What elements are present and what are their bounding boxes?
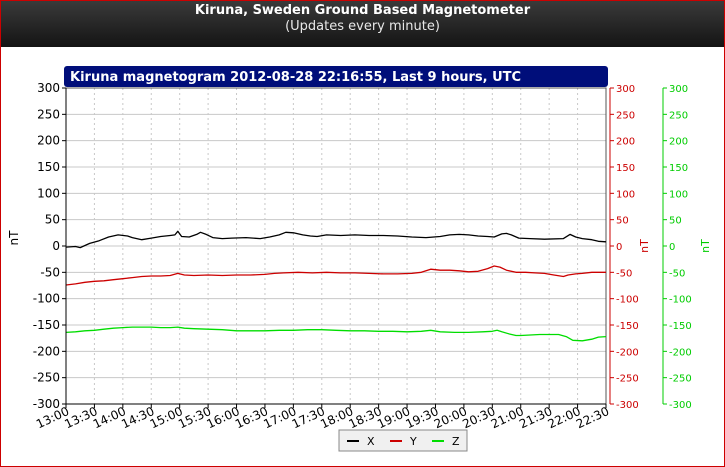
y-tick-label-left: 200 <box>37 134 60 148</box>
y-axis-label-right-red: nT <box>638 239 651 253</box>
series-line-y <box>65 265 606 286</box>
y-tick-label-left: 0 <box>52 239 60 253</box>
y-tick-label-right: -150 <box>669 321 692 332</box>
y-tick-label-right: -200 <box>669 347 692 358</box>
grid-lines <box>65 87 607 405</box>
y-tick-label-left: -50 <box>40 265 60 279</box>
legend-label-y: Y <box>409 435 417 448</box>
y-tick-label-right: 50 <box>616 216 629 227</box>
y-tick-label-right: 300 <box>669 84 688 95</box>
y-tick-label-left: -250 <box>33 371 60 385</box>
y-tick-label-right: -200 <box>616 347 639 358</box>
legend-label-z: Z <box>452 435 460 448</box>
page-header: Kiruna, Sweden Ground Based Magnetometer… <box>1 1 724 47</box>
y-tick-label-left: -100 <box>33 292 60 306</box>
y-tick-label-right: -50 <box>669 268 685 279</box>
y-tick-label-right: -50 <box>616 268 632 279</box>
y-tick-label-left: 100 <box>37 186 60 200</box>
y-tick-label-right: 0 <box>669 242 675 253</box>
y-tick-label-left: 150 <box>37 160 60 174</box>
y-tick-label-left: -150 <box>33 318 60 332</box>
y-tick-label-right: 250 <box>616 110 635 121</box>
y-axis-right-red: 300 250 200 150 100 50 0 -50 -100 -150 -200 -250 -30… <box>609 84 639 411</box>
y-tick-label-right: 0 <box>616 242 622 253</box>
y-tick-label-right: -150 <box>616 321 639 332</box>
y-tick-label-right: 300 <box>616 84 635 95</box>
y-tick-label-right: 250 <box>669 110 688 121</box>
y-tick-label-right: -300 <box>669 400 692 411</box>
y-tick-label-right: 200 <box>616 137 635 148</box>
y-tick-label-right: -250 <box>669 374 692 385</box>
x-tick-label: 22:30 <box>574 404 611 431</box>
y-tick-label-right: 150 <box>669 163 688 174</box>
legend-label-x: X <box>367 435 375 448</box>
x-axis: 13:0013:3014:0014:3015:0015:3016:0016:30… <box>34 403 611 431</box>
y-tick-label-right: -100 <box>616 295 639 306</box>
chart-title-bar <box>64 66 608 87</box>
y-tick-label-left: -200 <box>33 344 60 358</box>
legend-box <box>338 429 468 452</box>
y-tick-label-right: 100 <box>616 189 635 200</box>
legend: X Y Z <box>338 429 468 452</box>
series-lines <box>65 230 607 342</box>
y-tick-label-right: -250 <box>616 374 639 385</box>
y-tick-label-left: -300 <box>33 397 60 411</box>
y-tick-label-right: 100 <box>669 189 688 200</box>
page-subtitle: (Updates every minute) <box>285 19 440 34</box>
y-tick-label-right: 150 <box>616 163 635 174</box>
y-tick-label-right: -100 <box>669 295 692 306</box>
y-tick-label-left: 50 <box>45 213 60 227</box>
y-tick-label-right: 200 <box>669 137 688 148</box>
y-axis-right-green: 300 250 200 150 100 50 0 -50 -100 -150 -200 -250 -30… <box>662 84 692 411</box>
y-axis-label-left: nT <box>7 230 21 246</box>
y-tick-label-left: 250 <box>37 107 60 121</box>
y-tick-label-left: 300 <box>37 81 60 95</box>
series-line-x <box>65 230 607 249</box>
y-tick-label-right: -300 <box>616 400 639 411</box>
series-line-z <box>65 326 607 342</box>
page-title: Kiruna, Sweden Ground Based Magnetometer <box>194 3 531 18</box>
y-tick-label-right: 50 <box>669 216 682 227</box>
y-axis-label-right-green: nT <box>699 239 712 253</box>
chart-title: Kiruna magnetogram 2012-08-28 22:16:55, … <box>70 70 521 85</box>
y-axis-left: 300 250 200 150 100 50 0 -50 -100 -150 -200 -250 -30… <box>33 81 67 411</box>
